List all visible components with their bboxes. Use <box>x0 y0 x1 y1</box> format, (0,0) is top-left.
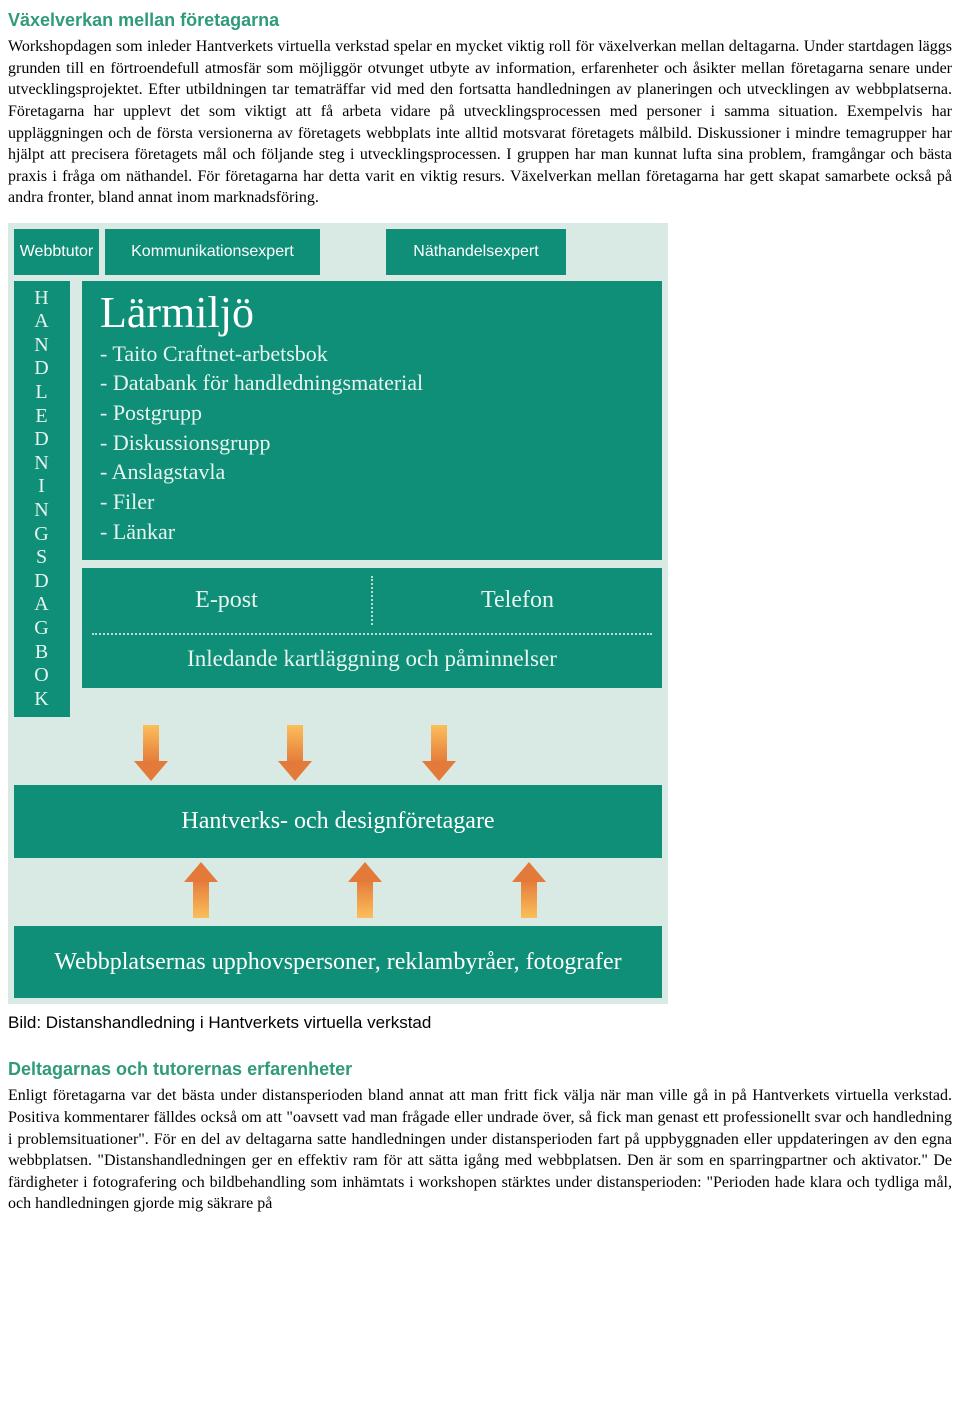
middle-wide-box: Hantverks- och designföretagare <box>14 785 662 857</box>
larmiljo-title: Lärmiljö <box>100 291 644 335</box>
diagram-caption: Bild: Distanshandledning i Hantverkets v… <box>8 1012 668 1035</box>
larmiljo-item: - Postgrupp <box>100 398 644 428</box>
vertical-letter: O <box>34 664 49 688</box>
inledande-label: Inledande kartläggning och påminnelser <box>82 635 662 688</box>
box-kommunikationsexpert: Kommunikationsexpert <box>105 229 320 275</box>
arrows-up-row <box>14 858 662 926</box>
arrow-down-icon <box>134 725 168 781</box>
larmiljo-item: - Filer <box>100 487 644 517</box>
larmiljo-box: Lärmiljö - Taito Craftnet-arbetsbok- Dat… <box>82 281 662 561</box>
diagram-container: Webbtutor Kommunikationsexpert Näthandel… <box>8 223 668 1035</box>
telefon-label: Telefon <box>373 568 662 632</box>
larmiljo-item: - Databank för handledningsmaterial <box>100 368 644 398</box>
vertical-letter: N <box>34 334 49 358</box>
arrow-down-icon <box>422 725 456 781</box>
box-nathandelsexpert: Näthandelsexpert <box>386 229 566 275</box>
vertical-letter: G <box>34 617 49 641</box>
arrows-down-row <box>14 717 662 785</box>
diagram-panel: Webbtutor Kommunikationsexpert Näthandel… <box>8 223 668 1004</box>
vertical-letter: N <box>34 452 49 476</box>
diagram-mid-row: HANDLEDNINGSDAGBOK Lärmiljö - Taito Craf… <box>14 281 662 718</box>
box-webbtutor: Webbtutor <box>14 229 99 275</box>
section2-heading: Deltagarnas och tutorernas erfarenheter <box>8 1057 952 1081</box>
diagram-top-row: Webbtutor Kommunikationsexpert Näthandel… <box>14 229 662 275</box>
arrow-up-icon <box>348 862 382 918</box>
arrow-up-icon <box>184 862 218 918</box>
vertical-letter: D <box>34 570 49 594</box>
vertical-letter: N <box>34 499 49 523</box>
vertical-letter: S <box>36 546 48 570</box>
vertical-label-box: HANDLEDNINGSDAGBOK <box>14 281 70 718</box>
arrow-down-icon <box>278 725 312 781</box>
arrow-up-icon <box>512 862 546 918</box>
vertical-letter: L <box>35 381 48 405</box>
vertical-letter: B <box>35 641 49 665</box>
vertical-letter: D <box>34 428 49 452</box>
diagram-right-column: Lärmiljö - Taito Craftnet-arbetsbok- Dat… <box>82 281 662 718</box>
larmiljo-item: - Taito Craftnet-arbetsbok <box>100 339 644 369</box>
section1-body: Workshopdagen som inleder Hantverkets vi… <box>8 36 952 209</box>
vertical-letter: K <box>34 688 49 712</box>
vertical-letter: E <box>35 405 48 429</box>
section2-body: Enligt företagarna var det bästa under d… <box>8 1085 952 1215</box>
vertical-letter: A <box>34 593 49 617</box>
section1-heading: Växelverkan mellan företagarna <box>8 8 952 32</box>
bottom-wide-box: Webbplatsernas upphovspersoner, reklamby… <box>14 926 662 998</box>
epost-label: E-post <box>82 568 371 632</box>
vertical-letter: I <box>38 475 46 499</box>
vertical-letter: H <box>34 287 49 311</box>
larmiljo-item: - Anslagstavla <box>100 457 644 487</box>
larmiljo-item: - Länkar <box>100 517 644 547</box>
larmiljo-item: - Diskussionsgrupp <box>100 428 644 458</box>
vertical-letter: G <box>34 523 49 547</box>
vertical-letter: A <box>34 310 49 334</box>
vertical-letter: D <box>34 357 49 381</box>
epost-telefon-box: E-post Telefon Inledande kartläggning oc… <box>82 568 662 687</box>
